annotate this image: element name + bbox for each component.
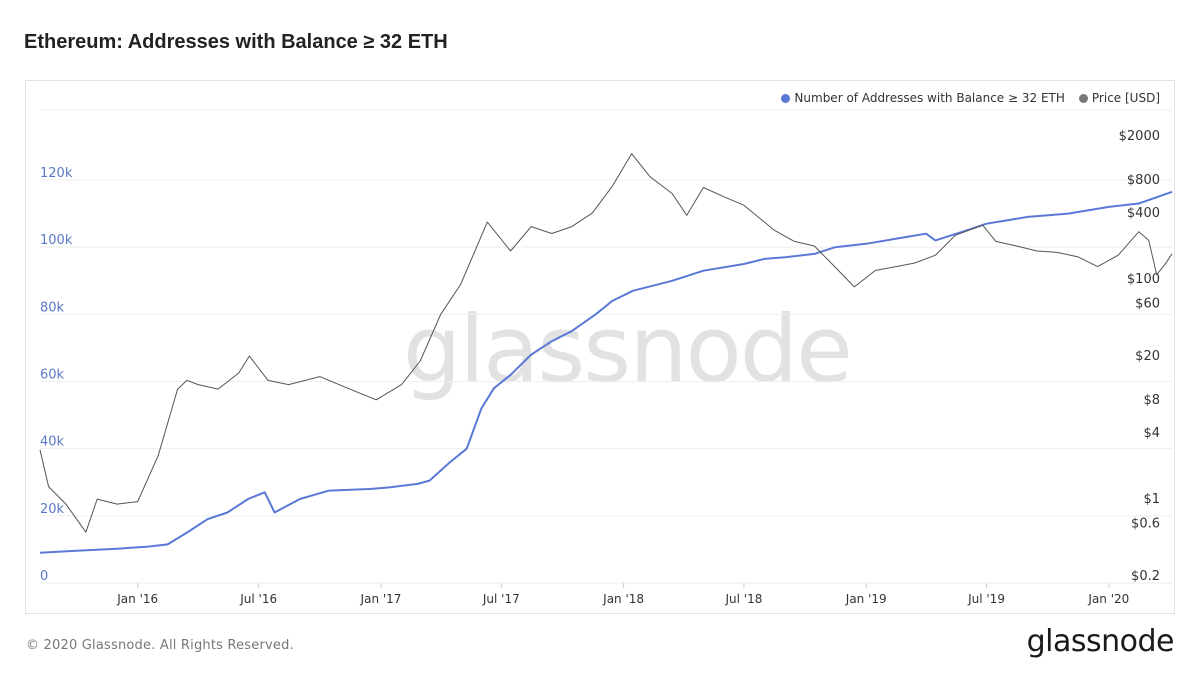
legend-dot-addresses [781, 93, 791, 103]
y-left-tick-label-2: 40k [40, 435, 65, 450]
x-tick-label-8: Jan '20 [1087, 592, 1129, 606]
chart-panel [25, 80, 1175, 614]
y-right-tick-label-5: $20 [1135, 349, 1160, 364]
series-line-price [39, 153, 1173, 533]
y-left-tick-label-0: 0 [40, 569, 48, 584]
y-left-tick-label-6: 120k [40, 166, 73, 181]
y-right-tick-label-6: $60 [1135, 297, 1160, 312]
x-tick-label-6: Jan '19 [845, 592, 887, 606]
legend-item-price[interactable]: Price [USD] [1078, 91, 1160, 105]
legend-item-addresses[interactable]: Number of Addresses with Balance ≥ 32 ET… [781, 91, 1065, 105]
copyright-footer: © 2020 Glassnode. All Rights Reserved. [26, 638, 294, 653]
chart-legend: Number of Addresses with Balance ≥ 32 ET… [781, 91, 1160, 105]
brand-logo[interactable]: glassnode [1026, 624, 1175, 659]
chart-title: Ethereum: Addresses with Balance ≥ 32 ET… [24, 31, 448, 53]
y-left-tick-label-5: 100k [40, 233, 73, 248]
y-right-tick-label-0: $0.2 [1131, 569, 1160, 584]
y-right-tick-label-8: $400 [1127, 206, 1160, 221]
x-tick-label-2: Jan '17 [360, 592, 402, 606]
x-tick-label-0: Jan '16 [116, 592, 158, 606]
y-right-tick-label-7: $100 [1127, 272, 1160, 287]
legend-dot-price [1078, 93, 1088, 103]
x-tick-label-5: Jul '18 [724, 592, 762, 606]
legend-label-price: Price [USD] [1091, 91, 1160, 105]
y-right-tick-label-10: $2000 [1119, 129, 1160, 144]
y-left-tick-label-3: 60k [40, 368, 65, 383]
x-tick-label-1: Jul '16 [239, 592, 277, 606]
y-left-tick-label-1: 20k [40, 502, 65, 517]
legend-label-addresses: Number of Addresses with Balance ≥ 32 ET… [794, 91, 1065, 105]
series-line-addresses [39, 190, 1173, 554]
x-tick-label-7: Jul '19 [967, 592, 1005, 606]
x-tick-label-3: Jul '17 [482, 592, 520, 606]
y-right-tick-label-9: $800 [1127, 173, 1160, 188]
y-right-tick-label-4: $8 [1143, 393, 1160, 408]
y-right-tick-label-3: $4 [1143, 426, 1160, 441]
y-right-tick-label-1: $0.6 [1131, 517, 1160, 532]
x-tick-label-4: Jan '18 [602, 592, 644, 606]
y-right-tick-label-2: $1 [1143, 492, 1160, 507]
y-left-tick-label-4: 80k [40, 300, 65, 315]
